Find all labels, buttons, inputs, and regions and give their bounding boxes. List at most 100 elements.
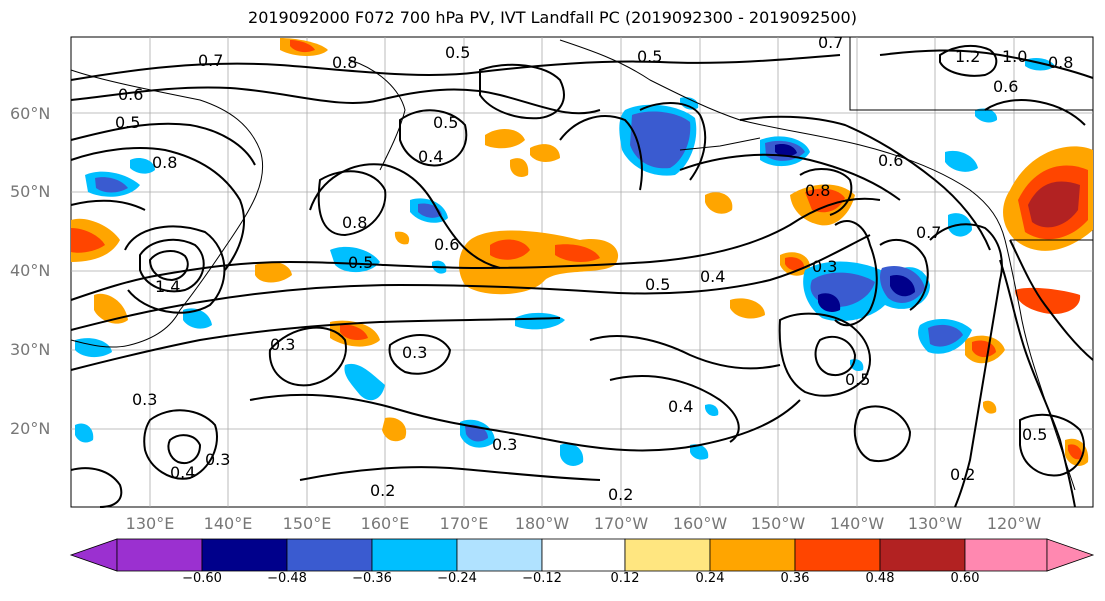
colorbar-bin [879,538,966,572]
pv-positive-region [705,192,733,214]
contour-label: 0.2 [608,485,633,504]
lon-label: 140°W [829,514,885,533]
contour-line [479,63,565,120]
pv-negative-region [130,158,155,174]
colorbar-bin [456,538,543,572]
contour-label: 0.4 [418,147,443,166]
lon-label: 150°E [282,514,332,533]
contour-line [249,393,801,452]
contour-line [1009,239,1094,361]
pv-negative-region [630,111,691,169]
contour-label: 0.5 [348,253,373,272]
pv-positive-region [1015,287,1081,315]
contour-line [879,238,929,311]
contour-label: 0.6 [993,77,1018,96]
contour-label: 1.2 [955,47,980,66]
colorbar-tick-label: −0.36 [352,571,392,586]
contour-line [834,220,878,327]
colorbar-bin [116,538,203,572]
contour-line [984,99,1086,126]
pv-positive-region [382,417,407,442]
contour-line [388,333,452,375]
colorbar-bin [201,538,288,572]
contour-label: 0.8 [332,53,357,72]
contour-label: 0.3 [492,435,517,454]
contour-line [70,199,146,211]
lon-label: 160°W [672,514,728,533]
lat-label: 30°N [10,340,51,359]
contour-line [639,102,707,181]
pv-positive-region [71,228,105,253]
pv-positive-region [1028,181,1080,228]
contour-line [299,466,601,481]
contour-line [739,115,991,251]
colorbar-tick-label: −0.24 [437,571,477,586]
contour-label: 0.5 [433,113,458,132]
pv-positive-region [255,261,292,283]
contour-line [853,405,912,463]
contour-line [70,197,881,301]
contour-line [143,409,218,480]
contour-line [879,49,1094,79]
colorbar-bin [371,538,458,572]
contour-label: 0.7 [818,33,843,52]
pv-negative-region [95,177,128,193]
coastline-asia [70,69,264,348]
pv-positive-region [490,239,530,260]
lon-label: 180°W [514,514,570,533]
contour-line [399,109,468,167]
contour-line [317,170,387,237]
contour-label: 0.3 [402,343,427,362]
pv-positive-region [510,158,529,177]
contour-label: 0.3 [270,335,295,354]
contour-label: 0.4 [700,267,725,286]
pv-negative-region [945,150,978,172]
pv-positive-region [983,400,997,414]
contour-line [1019,413,1085,477]
lat-label: 60°N [10,104,51,123]
pv-negative-region [515,312,565,330]
contour-line [70,467,123,508]
contour-line [939,44,998,77]
colorbar-bin [286,538,373,572]
contour-line [70,122,256,166]
colorbar-tick-label: −0.48 [267,571,307,586]
contour-line [999,259,1076,508]
coastlines [70,37,1093,491]
colorbar-lower-extension [69,538,118,572]
colorbar-upper-extension [1046,538,1095,572]
lat-label: 40°N [10,261,51,280]
map-title: 2019092000 F072 700 hPa PV, IVT Landfall… [248,8,857,27]
pv-negative-region [928,324,963,347]
contour-label: 0.6 [118,85,143,104]
contour-label: 1.4 [155,277,180,296]
contour-label: 0.3 [812,257,837,276]
pv-negative-region [890,274,915,297]
lon-label: 120°W [986,514,1042,533]
lon-label: 150°W [750,514,806,533]
contour-label: 0.2 [950,465,975,484]
lon-label: 130°W [907,514,963,533]
pv-negative-region [818,293,841,313]
colorbar [69,538,1095,572]
lon-label: 160°E [360,514,410,533]
lat-label: 20°N [10,419,51,438]
pv-negative-region [975,108,998,123]
colorbar-bin [541,538,626,572]
border-canada-us [849,37,1093,111]
colorbar-tick-label: −0.12 [522,571,562,586]
pv-negative-region [344,363,385,401]
lon-label: 170°E [439,514,489,533]
contour-label: 0.5 [637,47,662,66]
lat-label: 50°N [10,182,51,201]
contour-label: 0.7 [198,51,223,70]
contour-line [124,225,226,314]
pv-positive-region [340,324,368,340]
colorbar-bin [964,538,1048,572]
colorbar-bin [709,538,796,572]
contour-line [70,317,561,371]
pv-negative-region [330,246,380,273]
contour-line [778,312,871,397]
contour-line [814,335,857,376]
contour-line [70,86,601,115]
